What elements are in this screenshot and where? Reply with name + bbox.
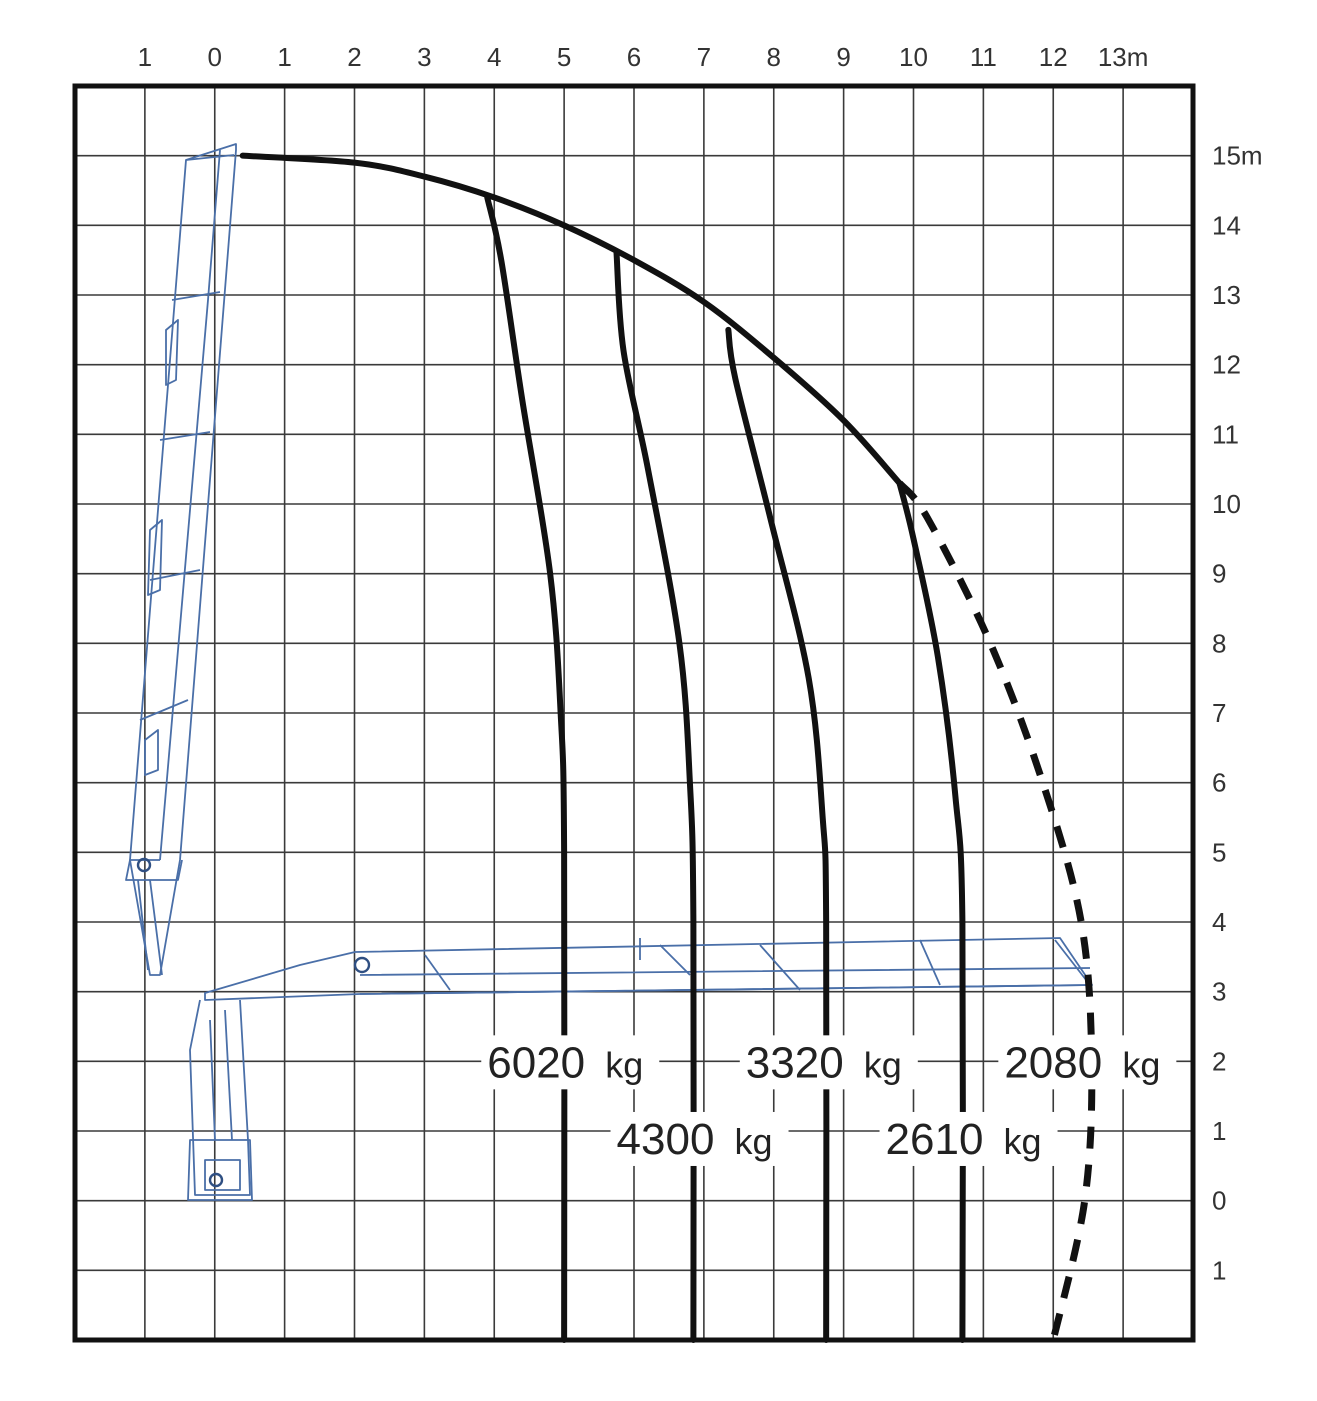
crane-illustration bbox=[125, 143, 1093, 1201]
x-tick-label: 9 bbox=[836, 42, 850, 72]
load-label-unit: kg bbox=[605, 1044, 643, 1085]
envelope-curve bbox=[239, 152, 903, 487]
y-tick-label: 15m bbox=[1212, 141, 1263, 171]
x-tick-label: 1 bbox=[277, 42, 291, 72]
x-tick-label: 10 bbox=[899, 42, 928, 72]
x-tick-label: 4 bbox=[487, 42, 501, 72]
load-label-value: 2080 bbox=[1004, 1038, 1102, 1087]
load-label-value: 6020 bbox=[487, 1038, 585, 1087]
y-tick-label: 13 bbox=[1212, 280, 1241, 310]
y-tick-label: 0 bbox=[1212, 1186, 1226, 1216]
y-tick-label: 12 bbox=[1212, 350, 1241, 380]
y-tick-label: 4 bbox=[1212, 907, 1226, 937]
load-label-background bbox=[879, 1111, 1058, 1166]
x-tick-label: 12 bbox=[1039, 42, 1068, 72]
load-label-value: 3320 bbox=[746, 1038, 844, 1087]
load-curve-4300-kg bbox=[613, 250, 697, 1343]
crane-horizontal-boom bbox=[187, 937, 1093, 1201]
load-curve-2610-kg bbox=[896, 480, 966, 1343]
load-label-unit: kg bbox=[864, 1044, 902, 1085]
load-label: 4300 kg bbox=[610, 1111, 789, 1166]
load-curve-6020-kg bbox=[484, 194, 568, 1343]
x-tick-label: 13m bbox=[1098, 42, 1149, 72]
y-tick-label: 1 bbox=[1212, 1255, 1226, 1285]
y-tick-label: 1 bbox=[1212, 1116, 1226, 1146]
load-label-unit: kg bbox=[735, 1121, 773, 1162]
y-tick-label: 9 bbox=[1212, 559, 1226, 589]
load-label-unit: kg bbox=[1004, 1121, 1042, 1162]
load-label-value: 2610 bbox=[886, 1115, 984, 1164]
x-tick-label: 0 bbox=[208, 42, 222, 72]
load-label-background bbox=[998, 1035, 1177, 1090]
chart-frame bbox=[72, 83, 1196, 1343]
x-tick-label: 11 bbox=[970, 42, 997, 72]
load-curve-3320-kg bbox=[725, 326, 830, 1343]
load-label-background bbox=[739, 1035, 918, 1090]
x-tick-label: 2 bbox=[347, 42, 361, 72]
load-label: 3320 kg bbox=[739, 1035, 918, 1090]
y-tick-label: 3 bbox=[1212, 977, 1226, 1007]
y-tick-label: 10 bbox=[1212, 489, 1241, 519]
load-curve-2080-kg bbox=[896, 480, 1096, 1341]
y-tick-label: 11 bbox=[1212, 419, 1239, 449]
load-label: 2610 kg bbox=[879, 1111, 1058, 1166]
y-tick-label: 7 bbox=[1212, 698, 1226, 728]
load-label-unit: kg bbox=[1122, 1044, 1160, 1085]
x-tick-label: 5 bbox=[557, 42, 571, 72]
y-tick-label: 5 bbox=[1212, 837, 1226, 867]
axis-tick-labels: 1 0 1 2 3 4 5 6 7 8 9 10 11 12 13m15m14131211109876543… bbox=[138, 42, 1263, 1285]
load-labels: 6020 kg 4300 kg 3320 kg 2610 kg 2080 kg bbox=[481, 1035, 1177, 1166]
x-tick-label: 3 bbox=[417, 42, 431, 72]
load-label: 6020 kg bbox=[481, 1035, 660, 1090]
load-label-value: 4300 bbox=[617, 1115, 715, 1164]
y-tick-label: 14 bbox=[1212, 210, 1241, 240]
load-label-background bbox=[610, 1111, 789, 1166]
crane-vertical-boom bbox=[125, 143, 237, 976]
x-tick-label: 6 bbox=[627, 42, 641, 72]
load-label-background bbox=[481, 1035, 660, 1090]
y-tick-label: 8 bbox=[1212, 628, 1226, 658]
x-tick-label: 1 bbox=[138, 42, 152, 72]
load-label: 2080 kg bbox=[998, 1035, 1177, 1090]
x-tick-label: 8 bbox=[767, 42, 781, 72]
x-tick-label: 7 bbox=[697, 42, 711, 72]
y-tick-label: 2 bbox=[1212, 1046, 1226, 1076]
y-tick-label: 6 bbox=[1212, 768, 1226, 798]
